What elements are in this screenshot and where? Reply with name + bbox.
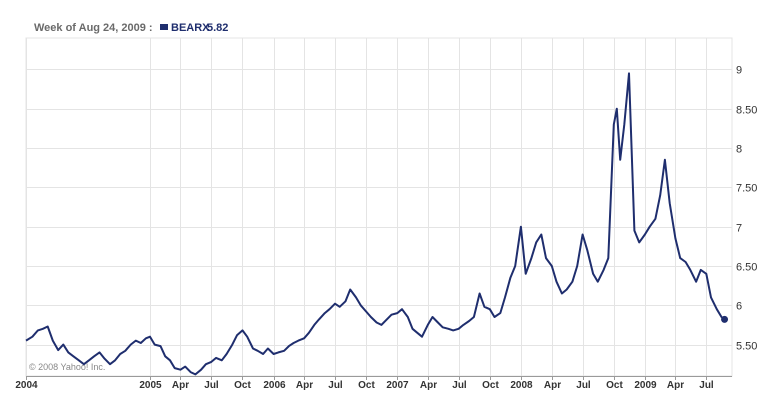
- x-tick-label: Jul: [699, 380, 714, 391]
- y-axis: 5.50 6 6.50 7 7.50 8 8.50 9: [736, 65, 757, 353]
- y-tick-label: 8.50: [736, 105, 757, 117]
- series-layer: [25, 72, 729, 376]
- x-tick-label: Jul: [452, 380, 467, 391]
- x-tick-label: 2009: [634, 380, 657, 391]
- x-tick-label: 2008: [510, 380, 533, 391]
- x-tick-label: 2007: [386, 380, 409, 391]
- header-date-label: Week of Aug 24, 2009 :: [34, 22, 153, 34]
- x-tick-label: Oct: [234, 380, 251, 391]
- y-tick-label: 9: [736, 65, 742, 77]
- x-tick-label: Oct: [358, 380, 375, 391]
- x-tick-label: 2006: [263, 380, 286, 391]
- legend-swatch: [160, 24, 168, 30]
- legend-symbol: BEARX: [171, 22, 210, 34]
- series-line-bearx: [25, 72, 726, 376]
- x-tick-label: Jul: [328, 380, 343, 391]
- y-tick-label: 8: [736, 144, 742, 156]
- x-tick-label: Apr: [544, 380, 561, 391]
- x-tick-label: Apr: [296, 380, 313, 391]
- x-tick-label: Jul: [204, 380, 219, 391]
- x-tick-label: 2004: [15, 380, 38, 391]
- last-value-marker: [721, 315, 729, 323]
- x-tick-label: 2005: [139, 380, 162, 391]
- x-tick-label: Apr: [667, 380, 684, 391]
- copyright-text: © 2008 Yahoo! Inc.: [29, 362, 105, 372]
- y-tick-label: 6.50: [736, 262, 757, 274]
- legend-last-value: 5.82: [207, 22, 228, 34]
- y-tick-label: 5.50: [736, 341, 757, 353]
- x-tick-label: Jul: [576, 380, 591, 391]
- y-tick-label: 6: [736, 301, 742, 313]
- y-tick-label: 7.50: [736, 183, 757, 195]
- y-tick-label: 7: [736, 223, 742, 235]
- x-tick-label: Oct: [482, 380, 499, 391]
- x-tick-label: Apr: [420, 380, 437, 391]
- x-tick-label: Oct: [606, 380, 623, 391]
- x-tick-label: Apr: [172, 380, 189, 391]
- x-axis: 2004 2005 Apr Jul Oct 2006 Apr Jul Oct 2007 Apr Jul…: [15, 376, 714, 391]
